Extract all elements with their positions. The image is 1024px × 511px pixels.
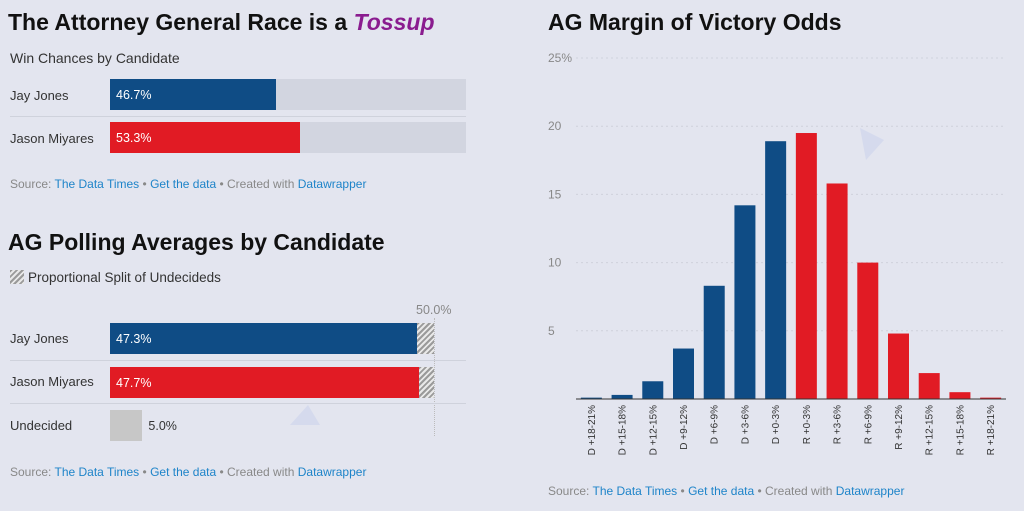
margin-bar	[857, 262, 879, 399]
poll-row-label: Undecided	[10, 418, 73, 433]
get-data-link[interactable]: Get the data	[150, 177, 217, 191]
x-tick-label: R +18-21%	[986, 405, 997, 455]
win-bar-value: 46.7%	[116, 88, 152, 102]
x-tick-label: D +12-15%	[648, 405, 659, 455]
legend-hatch-swatch	[10, 270, 24, 284]
margin-bar	[795, 133, 817, 399]
polling-source: Source: The Data Times • Get the data • …	[10, 465, 367, 479]
x-tick-label: R +0-3%	[802, 405, 813, 444]
margin-bar	[611, 394, 633, 399]
tossup-highlight: Tossup	[353, 9, 435, 35]
source-link[interactable]: The Data Times	[54, 177, 140, 191]
row-divider	[10, 116, 466, 117]
margin-source: Source: The Data Times • Get the data • …	[548, 484, 905, 498]
win-bar-value: 53.3%	[116, 131, 152, 145]
scale-label: 50.0%	[416, 303, 452, 317]
x-tick-label: D +3-6%	[740, 405, 751, 444]
x-tick-label: R +6-9%	[863, 405, 874, 444]
x-tick-label: D +15-18%	[618, 405, 629, 455]
decorative-triangle	[290, 405, 320, 425]
poll-undecided-split-jay-jones	[416, 323, 434, 354]
win-bar-jason-miyares	[110, 122, 300, 153]
source-link[interactable]: The Data Times	[592, 484, 678, 498]
win-bar-jay-jones	[110, 79, 277, 110]
datawrapper-link[interactable]: Datawrapper	[835, 484, 905, 498]
row-divider	[10, 403, 466, 404]
poll-bar-value: 47.7%	[116, 376, 152, 390]
win-row-label: Jay Jones	[10, 88, 69, 103]
margin-title: AG Margin of Victory Odds	[548, 9, 842, 35]
decorative-triangle	[860, 128, 884, 160]
y-tick-label: 20	[548, 119, 562, 133]
x-tick-label: D +18-21%	[587, 405, 598, 455]
poll-row-label: Jason Miyares	[10, 374, 94, 389]
y-tick-label: 10	[548, 256, 562, 270]
margin-bar	[642, 381, 664, 399]
margin-bar	[888, 333, 909, 399]
poll-bar-undecided	[110, 410, 143, 441]
polling-title: AG Polling Averages by Candidate	[8, 229, 385, 255]
datawrapper-link[interactable]: Datawrapper	[297, 177, 367, 191]
margin-bar	[918, 373, 940, 399]
x-tick-label: D +9-12%	[679, 405, 690, 450]
poll-bar-jay-jones	[110, 323, 417, 354]
datawrapper-link[interactable]: Datawrapper	[297, 465, 367, 479]
x-tick-label: R +9-12%	[894, 405, 905, 450]
margin-bar	[580, 397, 602, 399]
y-tick-label: 25%	[548, 51, 572, 65]
margin-bar	[673, 348, 694, 399]
get-data-link[interactable]: Get the data	[150, 465, 217, 479]
y-tick-label: 15	[548, 187, 562, 201]
legend-label: Proportional Split of Undecideds	[28, 270, 221, 285]
x-tick-label: R +3-6%	[833, 405, 844, 444]
x-tick-label: D +0-3%	[771, 405, 782, 444]
margin-chart: 5 10 15 20 25% D +18-21% D +15-18% D +12-15% D +…	[548, 51, 1006, 455]
poll-row-label: Jay Jones	[10, 331, 69, 346]
margin-bar	[826, 183, 848, 399]
get-data-link[interactable]: Get the data	[688, 484, 755, 498]
margin-bar	[734, 205, 756, 399]
win-chances-subtitle: Win Chances by Candidate	[10, 50, 180, 66]
x-tick-label: D +6-9%	[710, 405, 721, 444]
margin-bar	[949, 392, 971, 399]
win-chances-source: Source: The Data Times • Get the data • …	[10, 177, 367, 191]
win-chances-title: The Attorney General Race is a Tossup	[8, 9, 435, 35]
source-link[interactable]: The Data Times	[54, 465, 140, 479]
win-row-label: Jason Miyares	[10, 131, 94, 146]
margin-bar	[765, 141, 787, 399]
poll-undecided-split-jason-miyares	[419, 367, 434, 398]
row-divider	[10, 360, 466, 361]
scale-line	[434, 318, 435, 436]
margin-bar	[980, 397, 1002, 399]
poll-bar-value: 47.3%	[116, 332, 152, 346]
y-tick-label: 5	[548, 324, 555, 338]
margin-bar	[703, 285, 725, 399]
x-tick-label: R +15-18%	[955, 405, 966, 455]
poll-bar-value: 5.0%	[148, 419, 177, 433]
poll-bar-jason-miyares	[110, 367, 420, 398]
x-tick-label: R +12-15%	[925, 405, 936, 455]
